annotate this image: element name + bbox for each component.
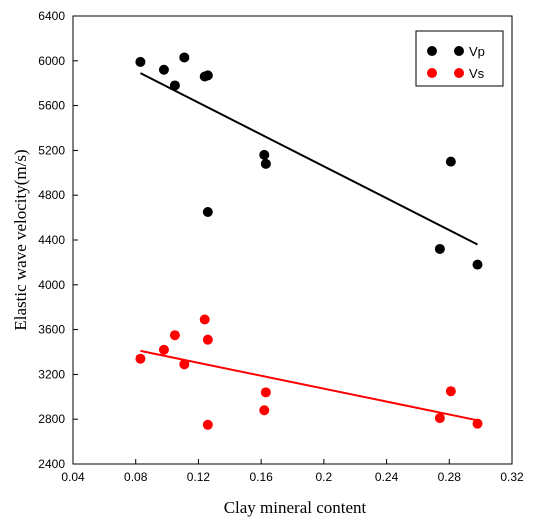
x-axis-title: Clay mineral content [224, 498, 367, 517]
legend: Vp Vs [415, 30, 504, 87]
legend-label-vs: Vs [469, 66, 485, 81]
point-vp [169, 80, 180, 91]
point-vp [135, 56, 146, 67]
legend-label-vp: Vp [469, 44, 485, 59]
point-vp [445, 156, 456, 167]
point-vs [169, 330, 180, 341]
point-vs [135, 353, 146, 364]
point-vp [259, 149, 270, 160]
point-vs [259, 405, 270, 416]
point-vp [179, 52, 190, 63]
trend-lines [139, 72, 478, 422]
point-vp [260, 158, 271, 169]
point-vs [445, 386, 456, 397]
legend-marker-vp [454, 46, 464, 56]
x-tick-label: 0.28 [438, 470, 462, 484]
point-vp [472, 259, 483, 270]
y-tick-label: 4800 [38, 188, 65, 202]
y-tick-label: 4400 [38, 233, 65, 247]
trend-line-vp [139, 72, 478, 246]
point-vs [472, 418, 483, 429]
x-tick-label: 0.24 [375, 470, 399, 484]
point-vs [199, 314, 210, 325]
point-vs [158, 344, 169, 355]
legend-marker-vs [454, 68, 464, 78]
y-tick-label: 5200 [38, 143, 65, 157]
y-axis-title: Elastic wave velocity(m/s) [11, 149, 30, 330]
legend-marker-vs [427, 68, 437, 78]
point-vs [179, 359, 190, 370]
y-tick-label: 3200 [38, 367, 65, 381]
ticks: 0.04 0.08 0.12 0.16 0.2 0.24 0.28 0.32 2400 2800 3… [38, 9, 524, 484]
point-vp [434, 243, 445, 254]
point-vp [202, 70, 213, 81]
x-tick-label: 0.04 [61, 470, 85, 484]
y-tick-label: 5600 [38, 99, 65, 113]
x-tick-label: 0.16 [249, 470, 273, 484]
y-tick-label: 4000 [38, 278, 65, 292]
x-tick-label: 0.12 [187, 470, 211, 484]
y-tick-label: 6400 [38, 9, 65, 23]
y-tick-label: 2400 [38, 457, 65, 471]
point-vs [202, 419, 213, 430]
trend-line-vs [140, 349, 478, 422]
data-points [135, 52, 483, 430]
legend-marker-vp [427, 46, 437, 56]
point-vs [202, 334, 213, 345]
point-vp [202, 207, 213, 217]
point-vs [434, 413, 445, 424]
x-tick-label: 0.32 [500, 470, 524, 484]
x-tick-label: 0.08 [124, 470, 148, 484]
point-vs [260, 387, 271, 398]
y-tick-label: 2800 [38, 412, 65, 426]
y-tick-label: 6000 [38, 54, 65, 68]
y-tick-label: 3600 [38, 323, 65, 337]
point-vp [158, 64, 169, 75]
x-tick-label: 0.2 [316, 470, 333, 484]
